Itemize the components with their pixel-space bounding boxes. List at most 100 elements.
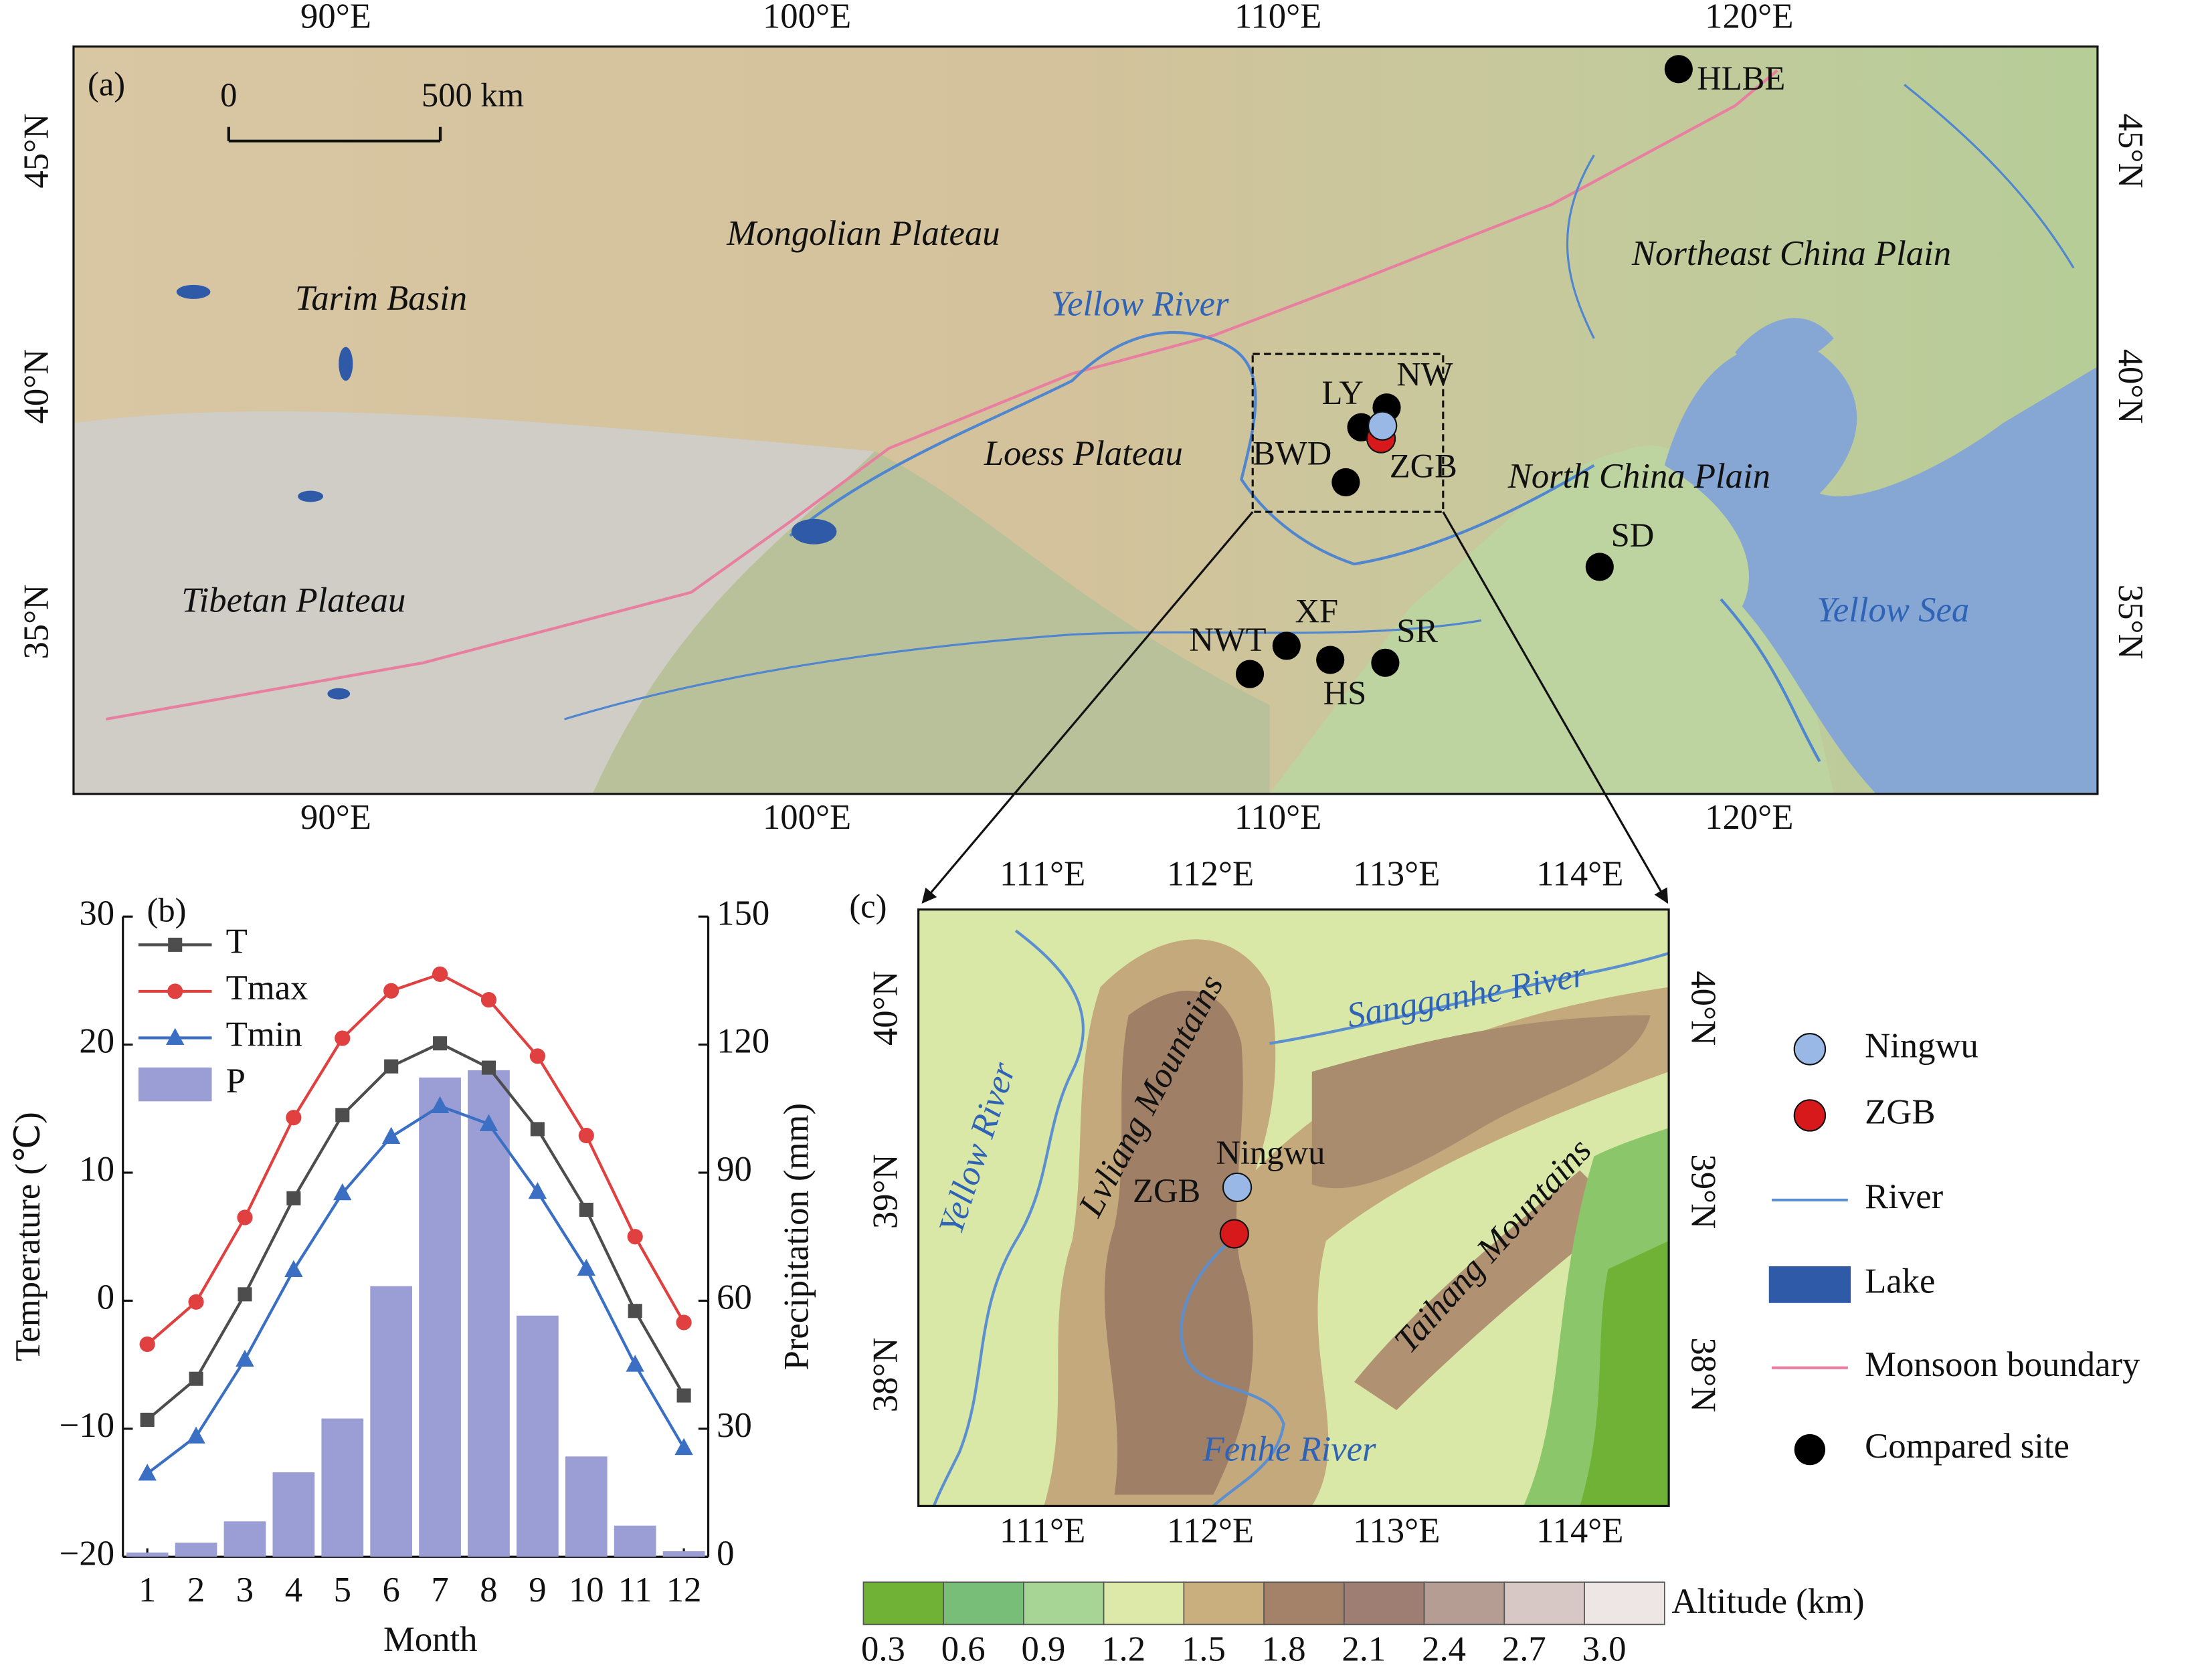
x-tick-label: 1 (139, 1571, 156, 1609)
site-label: NW (1396, 356, 1453, 393)
point (626, 1355, 644, 1372)
point (284, 1260, 303, 1278)
site-label: ZGB (1390, 448, 1457, 485)
legend-label: Monsoon boundary (1865, 1345, 2140, 1384)
point (384, 1059, 399, 1074)
lon-label: 114°E (1536, 854, 1623, 893)
point (238, 1287, 252, 1302)
legend-label: Ningwu (1865, 1026, 1978, 1065)
lat-label: 40°N (1683, 971, 1722, 1046)
colorbar-swatch (1503, 1581, 1585, 1626)
point (139, 1336, 155, 1353)
colorbar-swatch (1423, 1581, 1505, 1626)
legend-marker (1793, 1099, 1827, 1132)
colorbar-swatch (1023, 1581, 1105, 1626)
line (146, 1042, 685, 1421)
point (577, 1258, 595, 1276)
point (433, 1036, 448, 1051)
colorbar-label: 2.7 (1502, 1630, 1546, 1669)
point (480, 992, 497, 1008)
colorbar-swatch (1183, 1581, 1265, 1626)
y-tick-label: 20 (79, 1022, 114, 1061)
colorbar-swatch (1103, 1581, 1185, 1626)
site-marker (1371, 648, 1400, 677)
point (430, 1096, 450, 1114)
legend-label: Lake (1865, 1262, 1935, 1300)
point (188, 1294, 204, 1310)
point (286, 1110, 302, 1126)
y2-tick-label: 90 (717, 1150, 752, 1189)
panel-label: (a) (88, 65, 125, 102)
x-tick-label: 6 (383, 1571, 400, 1609)
colorbar-label: 2.1 (1342, 1630, 1386, 1669)
colorbar-label: 3.0 (1582, 1630, 1627, 1669)
inset-arrow (921, 511, 1254, 904)
y-tick-label: −10 (60, 1406, 114, 1445)
site-label: SD (1611, 516, 1655, 554)
site-marker (1368, 411, 1398, 441)
lon-label: 113°E (1353, 854, 1440, 893)
point (286, 1191, 301, 1205)
site-marker (1331, 468, 1360, 497)
bar (175, 1543, 217, 1557)
map-c-frame (917, 908, 1670, 1507)
point (530, 1122, 545, 1137)
colorbar-swatch (1343, 1581, 1425, 1626)
point (528, 1181, 547, 1199)
colorbar-swatch (943, 1581, 1024, 1626)
colorbar-label: 2.4 (1422, 1630, 1466, 1669)
point (166, 1027, 185, 1046)
lat-label: 35°N (2111, 585, 2150, 660)
lat-label: 40°N (866, 971, 905, 1046)
panel-label: (c) (849, 887, 887, 924)
inset-box (1251, 353, 1445, 513)
colorbar-swatch (1584, 1581, 1665, 1626)
lon-label: 120°E (1705, 798, 1793, 837)
scale-label: 500 km (422, 76, 524, 114)
y2-tick-label: 30 (717, 1406, 752, 1445)
x-tick-label: 8 (480, 1571, 497, 1609)
colorbar-label: 0.3 (861, 1630, 905, 1669)
y2-tick-label: 150 (717, 894, 769, 932)
legend-label: ZGB (1865, 1093, 1935, 1132)
point (481, 1060, 496, 1075)
y-tick-label: −20 (60, 1534, 114, 1573)
legend-label: River (1865, 1177, 1944, 1216)
map-a-frame (72, 45, 2099, 795)
bar (517, 1315, 559, 1557)
point (168, 937, 183, 952)
y2-tick-label: 60 (717, 1278, 752, 1317)
site-marker (1235, 660, 1265, 688)
point (676, 1388, 691, 1403)
map-a-axes: 90°E 100°E 110°E 120°E 90°E 100°E 110°E … (17, 0, 2150, 837)
river-label: Fenhe River (1202, 1430, 1376, 1468)
lat-label: 40°N (17, 349, 56, 424)
point (479, 1114, 498, 1131)
region-label: Mongolian Plateau (726, 214, 1000, 253)
x-tick-label: 11 (618, 1571, 652, 1609)
site-label: ZGB (1133, 1172, 1200, 1209)
lon-label: 114°E (1536, 1512, 1623, 1551)
region-labels: Mongolian Plateau Tarim Basin Northeast … (181, 214, 1969, 629)
lat-label: 39°N (1683, 1154, 1722, 1229)
region-label: North China Plain (1507, 457, 1770, 496)
sea-label: Yellow Sea (1817, 591, 1969, 629)
legend-swatch (138, 1067, 212, 1102)
site-marker (1316, 646, 1345, 674)
point (628, 1304, 642, 1318)
x-tick-label: 5 (334, 1571, 351, 1609)
colorbar-label: 0.6 (941, 1630, 986, 1669)
lon-label: 90°E (300, 0, 371, 36)
sites: HLBE LY NW BWD ZGB SD XF NWT HS SR (1189, 55, 1785, 712)
legend-marker (1793, 1033, 1827, 1066)
site-label: XF (1295, 593, 1338, 630)
inset-arrow (1442, 511, 1669, 904)
point (335, 1030, 351, 1046)
point (237, 1209, 253, 1225)
point (529, 1048, 545, 1064)
bar (662, 1551, 705, 1557)
x-tick-label: 4 (285, 1571, 302, 1609)
map-a-terrain (73, 46, 2098, 794)
bar (223, 1521, 266, 1557)
